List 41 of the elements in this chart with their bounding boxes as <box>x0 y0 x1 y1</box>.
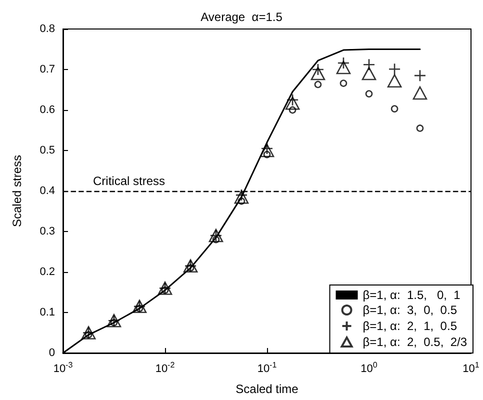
point <box>238 197 246 205</box>
y-tick-label: 0.4 <box>40 185 55 197</box>
point <box>362 58 376 71</box>
y-tick-label: 0.8 <box>40 23 55 35</box>
point <box>340 80 348 87</box>
point <box>314 80 322 88</box>
point <box>412 86 428 100</box>
point <box>365 90 373 98</box>
point <box>336 60 351 74</box>
y-tick-label: 0.5 <box>40 144 55 156</box>
legend-label: β=1, α: 3, 0, 0.5 <box>362 303 458 317</box>
legend-label: β=1, α: 1.5, 0, 1 <box>362 288 461 302</box>
y-tick-label: 0.7 <box>40 64 55 76</box>
y-tick-label: 0 <box>48 347 55 359</box>
point <box>288 106 296 114</box>
point <box>388 62 401 76</box>
point <box>310 66 326 80</box>
point <box>414 69 426 82</box>
point <box>212 236 220 244</box>
ref-line-label: Critical stress <box>93 174 166 188</box>
point <box>387 74 402 88</box>
legend-label: β=1, α: 2, 0.5, 2/3 <box>362 335 468 349</box>
y-tick-label: 0.2 <box>40 266 55 278</box>
y-axis-title: Scaled stress <box>10 154 24 228</box>
point <box>285 96 300 110</box>
point <box>286 94 299 106</box>
point <box>416 124 424 132</box>
point <box>260 142 274 155</box>
y-tick-label: 0.6 <box>40 104 55 116</box>
point <box>234 190 249 204</box>
point <box>337 56 350 70</box>
y-tick-label: 0.3 <box>40 226 55 238</box>
point <box>362 66 376 80</box>
x-axis-title: Scaled time <box>236 382 299 396</box>
chart-title: Average α=1.5 <box>200 10 283 24</box>
point <box>390 105 398 112</box>
point <box>235 188 248 202</box>
point <box>260 144 274 158</box>
point <box>312 63 324 76</box>
y-tick-label: 0.1 <box>40 306 55 318</box>
legend-label: β=1, α: 2, 1, 0.5 <box>362 319 458 333</box>
